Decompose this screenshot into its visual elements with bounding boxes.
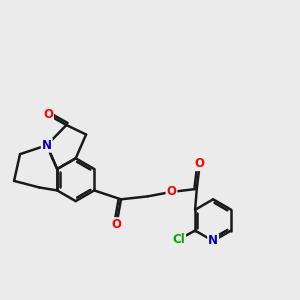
Text: N: N [42, 139, 52, 152]
Text: O: O [195, 157, 205, 170]
Text: Cl: Cl [172, 233, 185, 246]
Text: O: O [112, 218, 122, 231]
Text: O: O [43, 108, 53, 121]
Text: N: N [208, 235, 218, 248]
Text: O: O [167, 185, 176, 198]
